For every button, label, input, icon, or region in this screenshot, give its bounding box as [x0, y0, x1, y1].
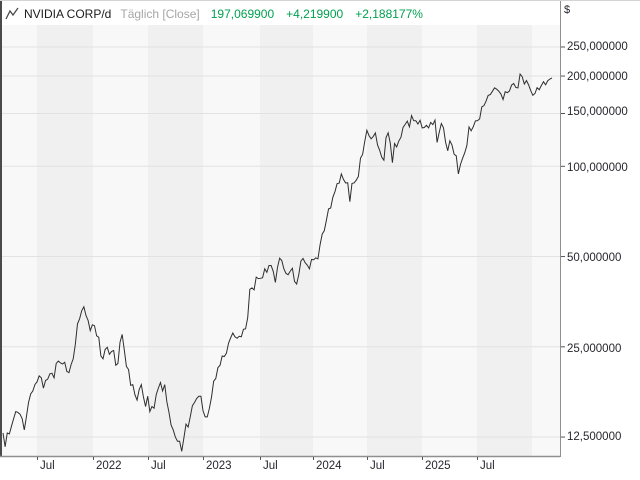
x-axis-label: Jul — [40, 460, 55, 472]
price-line — [2, 72, 553, 452]
timeframe-label: Täglich [Close] — [120, 7, 200, 21]
x-axis-label: Jul — [480, 460, 495, 472]
horizontal-gridlines — [2, 46, 560, 438]
change-absolute: +4,219900 — [286, 7, 344, 21]
currency-label: $ — [564, 4, 571, 16]
symbol-label: NVIDIA CORP/d — [24, 7, 112, 21]
y-axis-label: 200,000000 — [567, 71, 628, 83]
y-axis-label: 150,000000 — [567, 106, 628, 118]
halfyear-bands — [2, 25, 560, 456]
y-axis-label: 50,000000 — [567, 252, 622, 264]
plot-frame — [0, 1, 561, 458]
y-axis-label: 25,000000 — [567, 343, 622, 355]
x-axis-label: Jul — [151, 460, 166, 472]
last-price: 197,069900 — [210, 7, 275, 21]
x-axis-label: 2023 — [206, 460, 232, 472]
y-axis-label: 100,000000 — [567, 162, 628, 174]
x-axis-label: 2025 — [425, 460, 451, 472]
chart-header: NVIDIA CORP/d Täglich [Close] 197,069900… — [5, 6, 435, 22]
x-axis-label: Jul — [370, 460, 385, 472]
axis-ticks — [37, 46, 565, 460]
y-axis-label: 12,500000 — [567, 431, 622, 443]
change-percent: +2,188177% — [355, 7, 423, 21]
x-axis-label: Jul — [263, 460, 278, 472]
x-axis-label: 2022 — [96, 460, 122, 472]
line-chart-icon — [5, 7, 20, 21]
x-axis-label: 2024 — [316, 460, 342, 472]
y-axis-label: 250,000000 — [567, 41, 628, 53]
